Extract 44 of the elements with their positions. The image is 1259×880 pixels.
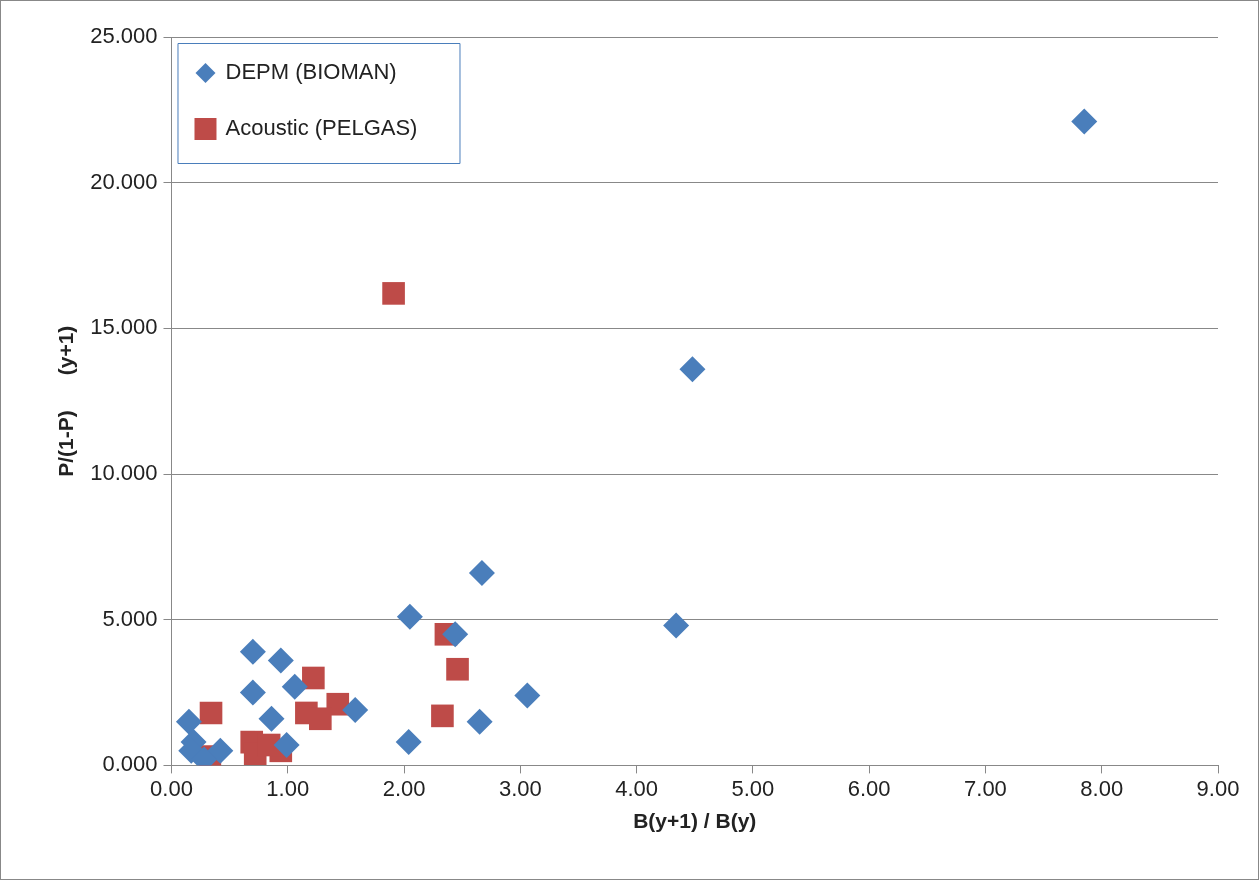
- x-tick-label: 3.00: [498, 775, 542, 801]
- point: [514, 682, 541, 709]
- point: [663, 612, 690, 639]
- point: [395, 729, 422, 756]
- point: [302, 666, 325, 690]
- x-tick-label: 6.00: [847, 775, 891, 801]
- x-axis-title: B(y+1) / B(y): [633, 809, 757, 833]
- x-tick-label: 9.00: [1196, 775, 1240, 801]
- point: [273, 732, 300, 759]
- point: [679, 356, 706, 383]
- point: [175, 708, 202, 735]
- x-tick-label: 2.00: [382, 775, 426, 801]
- y-tick-label: 5.000: [102, 605, 158, 631]
- legend-label: DEPM (BIOMAN): [225, 59, 397, 85]
- point: [258, 705, 285, 732]
- x-tick-label: 8.00: [1080, 775, 1124, 801]
- point: [396, 603, 423, 630]
- point: [442, 621, 469, 648]
- y-axis-title: P/(1-P) (y+1): [54, 325, 78, 477]
- y-tick-label: 10.000: [90, 460, 158, 486]
- point: [281, 673, 308, 700]
- point: [309, 707, 332, 731]
- point: [267, 647, 294, 674]
- x-tick-label: 5.00: [731, 775, 775, 801]
- y-tick-label: 25.000: [90, 23, 158, 49]
- point: [431, 704, 454, 728]
- y-tick-label: 15.000: [90, 314, 158, 340]
- point: [466, 708, 493, 735]
- point: [468, 560, 495, 587]
- x-tick-label: 7.00: [964, 775, 1007, 801]
- x-tick-label: 0.00: [150, 775, 193, 801]
- legend-label: Acoustic (PELGAS): [225, 115, 418, 141]
- y-tick-label: 20.000: [90, 168, 158, 194]
- point: [207, 737, 234, 764]
- x-tick-label: 4.00: [615, 775, 659, 801]
- y-tick-label: 0.000: [102, 751, 158, 777]
- point: [239, 638, 266, 665]
- point: [199, 701, 223, 725]
- point: [342, 697, 369, 724]
- point: [1071, 108, 1098, 135]
- point: [239, 679, 266, 706]
- x-tick-label: 1.00: [266, 775, 310, 801]
- point: [446, 657, 469, 681]
- point: [382, 282, 405, 305]
